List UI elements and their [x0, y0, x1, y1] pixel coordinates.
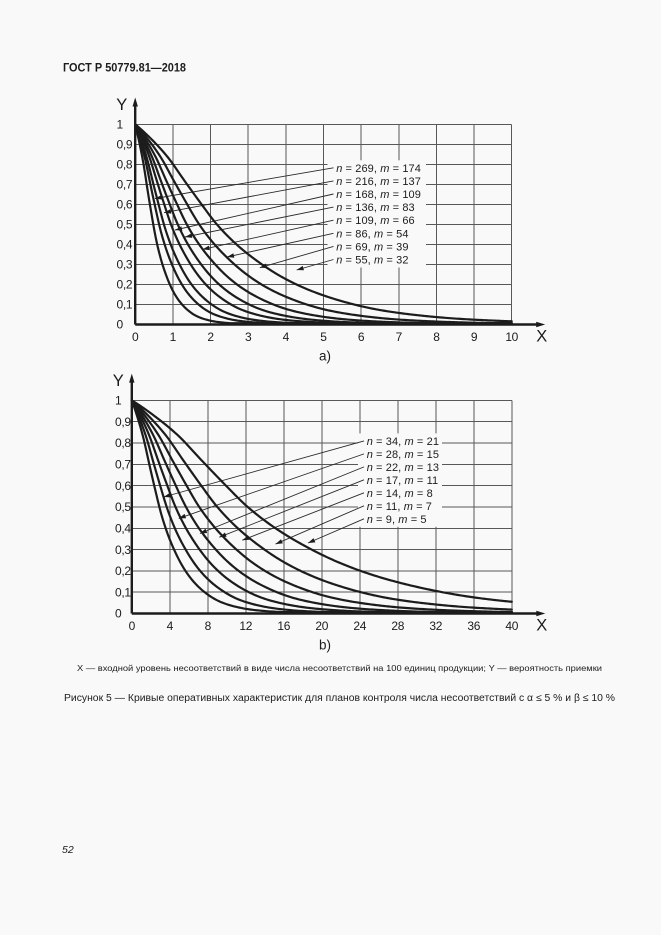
svg-text:32: 32: [429, 619, 442, 633]
svg-text:n = 55, m = 32: n = 55, m = 32: [336, 255, 408, 267]
svg-text:Рисунок 5 — Кривые оперативных: Рисунок 5 — Кривые оперативных характери…: [64, 693, 615, 704]
svg-text:X: X: [536, 617, 547, 635]
svg-text:6: 6: [358, 330, 365, 344]
svg-text:8: 8: [433, 330, 440, 344]
svg-text:9: 9: [471, 330, 478, 344]
svg-text:0,7: 0,7: [117, 178, 133, 192]
svg-text:10: 10: [505, 330, 518, 344]
svg-text:n = 34, m = 21: n = 34, m = 21: [367, 436, 439, 448]
svg-text:4: 4: [283, 330, 290, 344]
svg-text:n = 109, m = 66: n = 109, m = 66: [336, 215, 415, 227]
svg-text:0: 0: [129, 619, 136, 633]
svg-text:28: 28: [391, 619, 404, 633]
svg-text:8: 8: [205, 619, 212, 633]
svg-text:1: 1: [170, 330, 177, 344]
svg-text:n = 22, m = 13: n = 22, m = 13: [367, 462, 439, 474]
svg-text:16: 16: [277, 619, 290, 633]
svg-text:Y: Y: [116, 96, 127, 114]
svg-text:n = 86, m = 54: n = 86, m = 54: [336, 228, 408, 240]
svg-text:n = 9, m = 5: n = 9, m = 5: [367, 514, 427, 526]
svg-text:0,9: 0,9: [115, 415, 131, 429]
svg-text:1: 1: [117, 118, 124, 132]
svg-text:a): a): [319, 349, 331, 364]
svg-text:n = 136, m = 83: n = 136, m = 83: [336, 202, 415, 214]
svg-text:2: 2: [207, 330, 214, 344]
svg-text:0,6: 0,6: [117, 198, 133, 212]
svg-text:0,3: 0,3: [117, 258, 133, 272]
svg-text:n = 14, m = 8: n = 14, m = 8: [367, 488, 433, 500]
svg-text:0,4: 0,4: [117, 238, 133, 252]
svg-text:5: 5: [320, 330, 327, 344]
svg-text:0,2: 0,2: [117, 278, 133, 292]
svg-text:X: X: [536, 328, 547, 346]
svg-text:0,4: 0,4: [115, 521, 131, 535]
svg-text:0,2: 0,2: [115, 564, 131, 578]
svg-text:0,8: 0,8: [115, 436, 131, 450]
svg-text:20: 20: [315, 619, 328, 633]
svg-text:n = 11, m = 7: n = 11, m = 7: [367, 501, 432, 513]
svg-text:0,7: 0,7: [115, 458, 131, 472]
svg-text:12: 12: [239, 619, 252, 633]
svg-text:4: 4: [167, 619, 174, 633]
svg-text:40: 40: [505, 619, 518, 633]
svg-text:n = 17, m = 11: n = 17, m = 11: [367, 475, 439, 487]
svg-text:n = 168, m = 109: n = 168, m = 109: [336, 189, 421, 201]
svg-text:24: 24: [353, 619, 366, 633]
svg-text:b): b): [319, 638, 331, 653]
svg-text:0,3: 0,3: [115, 543, 131, 557]
svg-text:n = 216, m = 137: n = 216, m = 137: [336, 176, 421, 188]
svg-text:3: 3: [245, 330, 252, 344]
svg-text:0,1: 0,1: [115, 585, 131, 599]
svg-text:0,5: 0,5: [115, 500, 131, 514]
svg-text:0,1: 0,1: [117, 298, 133, 312]
svg-text:ГОСТ Р 50779.81—2018: ГОСТ Р 50779.81—2018: [63, 61, 186, 75]
svg-text:n = 69, m = 39: n = 69, m = 39: [336, 241, 408, 253]
svg-text:n = 269, m = 174: n = 269, m = 174: [336, 163, 421, 175]
svg-text:0: 0: [117, 318, 124, 332]
svg-text:0: 0: [132, 330, 139, 344]
svg-text:7: 7: [396, 330, 403, 344]
svg-text:Y: Y: [113, 372, 124, 390]
svg-text:n = 28, m = 15: n = 28, m = 15: [367, 449, 439, 461]
svg-text:0,9: 0,9: [117, 138, 133, 152]
svg-text:36: 36: [467, 619, 480, 633]
svg-text:1: 1: [115, 394, 122, 408]
svg-text:52: 52: [62, 844, 74, 856]
svg-text:0: 0: [115, 607, 122, 621]
svg-text:0,6: 0,6: [115, 479, 131, 493]
svg-text:0,8: 0,8: [117, 158, 133, 172]
svg-text:0,5: 0,5: [117, 218, 133, 232]
svg-text:X — входной уровень несоответс: X — входной уровень несоответствий в вид…: [77, 663, 602, 673]
